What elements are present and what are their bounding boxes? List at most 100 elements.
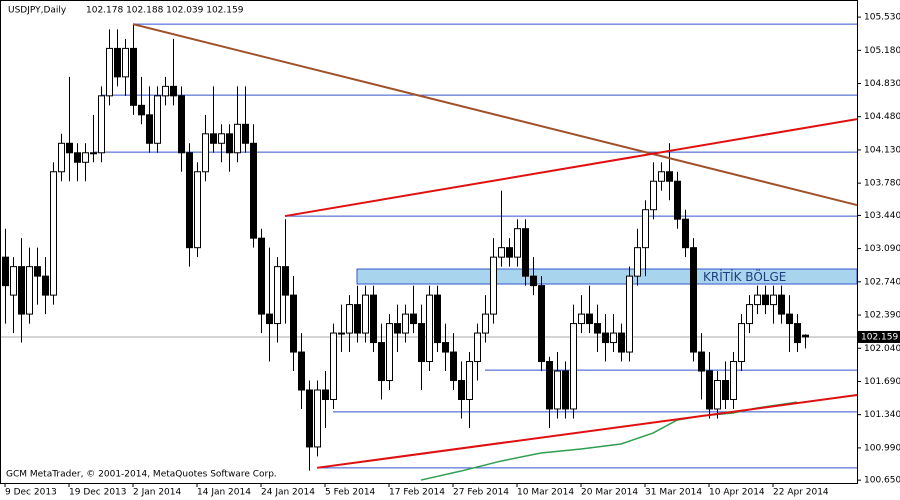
candle-body: [578, 313, 585, 325]
candle-body: [210, 133, 217, 144]
candle-body: [82, 152, 89, 163]
candle-body: [530, 275, 537, 287]
candle-body: [10, 266, 17, 296]
candle-body: [658, 171, 665, 182]
x-tick-label: 31 Mar 2014: [645, 488, 702, 498]
y-tick-label: 105.530: [864, 13, 900, 23]
trendline: [284, 118, 858, 218]
candle-body: [762, 294, 769, 306]
candle-body: [738, 323, 745, 363]
candle-body: [322, 389, 329, 400]
candle-body: [42, 275, 49, 296]
candle-body: [2, 256, 9, 287]
candle-body: [714, 380, 721, 410]
x-tick-label: 14 Jan 2014: [197, 488, 251, 498]
candle-body: [778, 294, 785, 315]
y-tick-label: 101.690: [864, 377, 900, 387]
candle-body: [298, 351, 305, 391]
candle-body: [506, 247, 513, 258]
candle-body: [98, 95, 105, 154]
candle-body: [754, 294, 761, 306]
candle-body: [106, 47, 113, 97]
candle-body: [786, 313, 793, 325]
y-tick-label: 104.830: [864, 79, 900, 89]
y-tick-label: 102.040: [864, 344, 900, 354]
candle-body: [186, 152, 193, 249]
candle-body: [594, 323, 601, 334]
x-tick-label: 10 Apr 2014: [709, 488, 765, 498]
candle-body: [402, 313, 409, 334]
candle-body: [258, 237, 265, 315]
y-tick-label: 103.090: [864, 244, 900, 254]
candle-body: [498, 247, 505, 258]
candle-body: [570, 323, 577, 410]
candle-body: [394, 323, 401, 334]
candle-body: [618, 332, 625, 353]
zone-label: KRİTİK BÖLGE: [703, 268, 786, 284]
x-tick-label: 9 Dec 2013: [5, 488, 57, 498]
candle-body: [522, 228, 529, 277]
candle-body: [746, 304, 753, 325]
candle-body: [370, 294, 377, 344]
candle-body: [338, 332, 345, 335]
candle-body: [602, 332, 609, 344]
y-tick-label: 100.650: [864, 476, 900, 486]
candle-body: [250, 142, 257, 239]
candle-body: [354, 304, 361, 334]
x-tick-label: 2 Jan 2014: [133, 488, 181, 498]
x-tick-label: 17 Feb 2014: [389, 488, 445, 498]
candle-body: [242, 123, 249, 144]
candle-body: [226, 133, 233, 154]
x-tick-label: 22 Apr 2014: [773, 488, 829, 498]
candle-body: [194, 171, 201, 249]
y-tick-label: 104.480: [864, 112, 900, 122]
candle-body: [74, 152, 81, 163]
candle-body: [314, 389, 321, 448]
candle-body: [50, 171, 57, 296]
candle-body: [682, 218, 689, 249]
candle-body: [122, 47, 129, 78]
candle-body: [418, 323, 425, 363]
footer: GCM MetaTrader, © 2001-2014, MetaQuotes …: [6, 470, 277, 480]
candle-body: [802, 334, 809, 338]
y-tick-label: 100.990: [864, 443, 900, 453]
y-tick-label: 104.130: [864, 145, 900, 155]
candle-body: [202, 133, 209, 173]
last-price-box: [858, 330, 900, 343]
candle-body: [482, 313, 489, 334]
candle-body: [306, 389, 313, 448]
y-tick-label: 103.780: [864, 179, 900, 189]
candle-body: [706, 370, 713, 410]
candle-body: [666, 171, 673, 182]
candle-body: [458, 380, 465, 400]
candle-body: [18, 266, 25, 315]
last-price-label: 102.159: [861, 332, 898, 342]
ohlc-header: 102.178 102.188 102.039 102.159: [86, 6, 244, 16]
candle-body: [66, 142, 73, 154]
candle-body: [90, 152, 97, 155]
x-tick-label: 20 Mar 2014: [581, 488, 638, 498]
candle-body: [426, 294, 433, 363]
y-tick-label: 102.740: [864, 277, 900, 287]
y-tick-label: 102.390: [864, 311, 900, 321]
y-tick-label: 101.340: [864, 410, 900, 420]
candle-body: [490, 256, 497, 315]
x-tick-label: 24 Jan 2014: [261, 488, 315, 498]
candle-body: [346, 304, 353, 334]
candle-body: [450, 351, 457, 382]
candle-body: [586, 313, 593, 325]
candle-body: [378, 342, 385, 382]
candle-body: [546, 361, 553, 410]
candle-body: [538, 285, 545, 363]
candle-body: [154, 95, 161, 144]
candle-body: [674, 180, 681, 220]
candle-body: [386, 323, 393, 382]
x-tick-label: 10 Mar 2014: [517, 488, 574, 498]
candle-body: [698, 351, 705, 372]
candle-body: [466, 361, 473, 400]
y-tick-label: 103.440: [864, 211, 900, 221]
candle-body: [114, 47, 121, 78]
candle-body: [130, 47, 137, 106]
